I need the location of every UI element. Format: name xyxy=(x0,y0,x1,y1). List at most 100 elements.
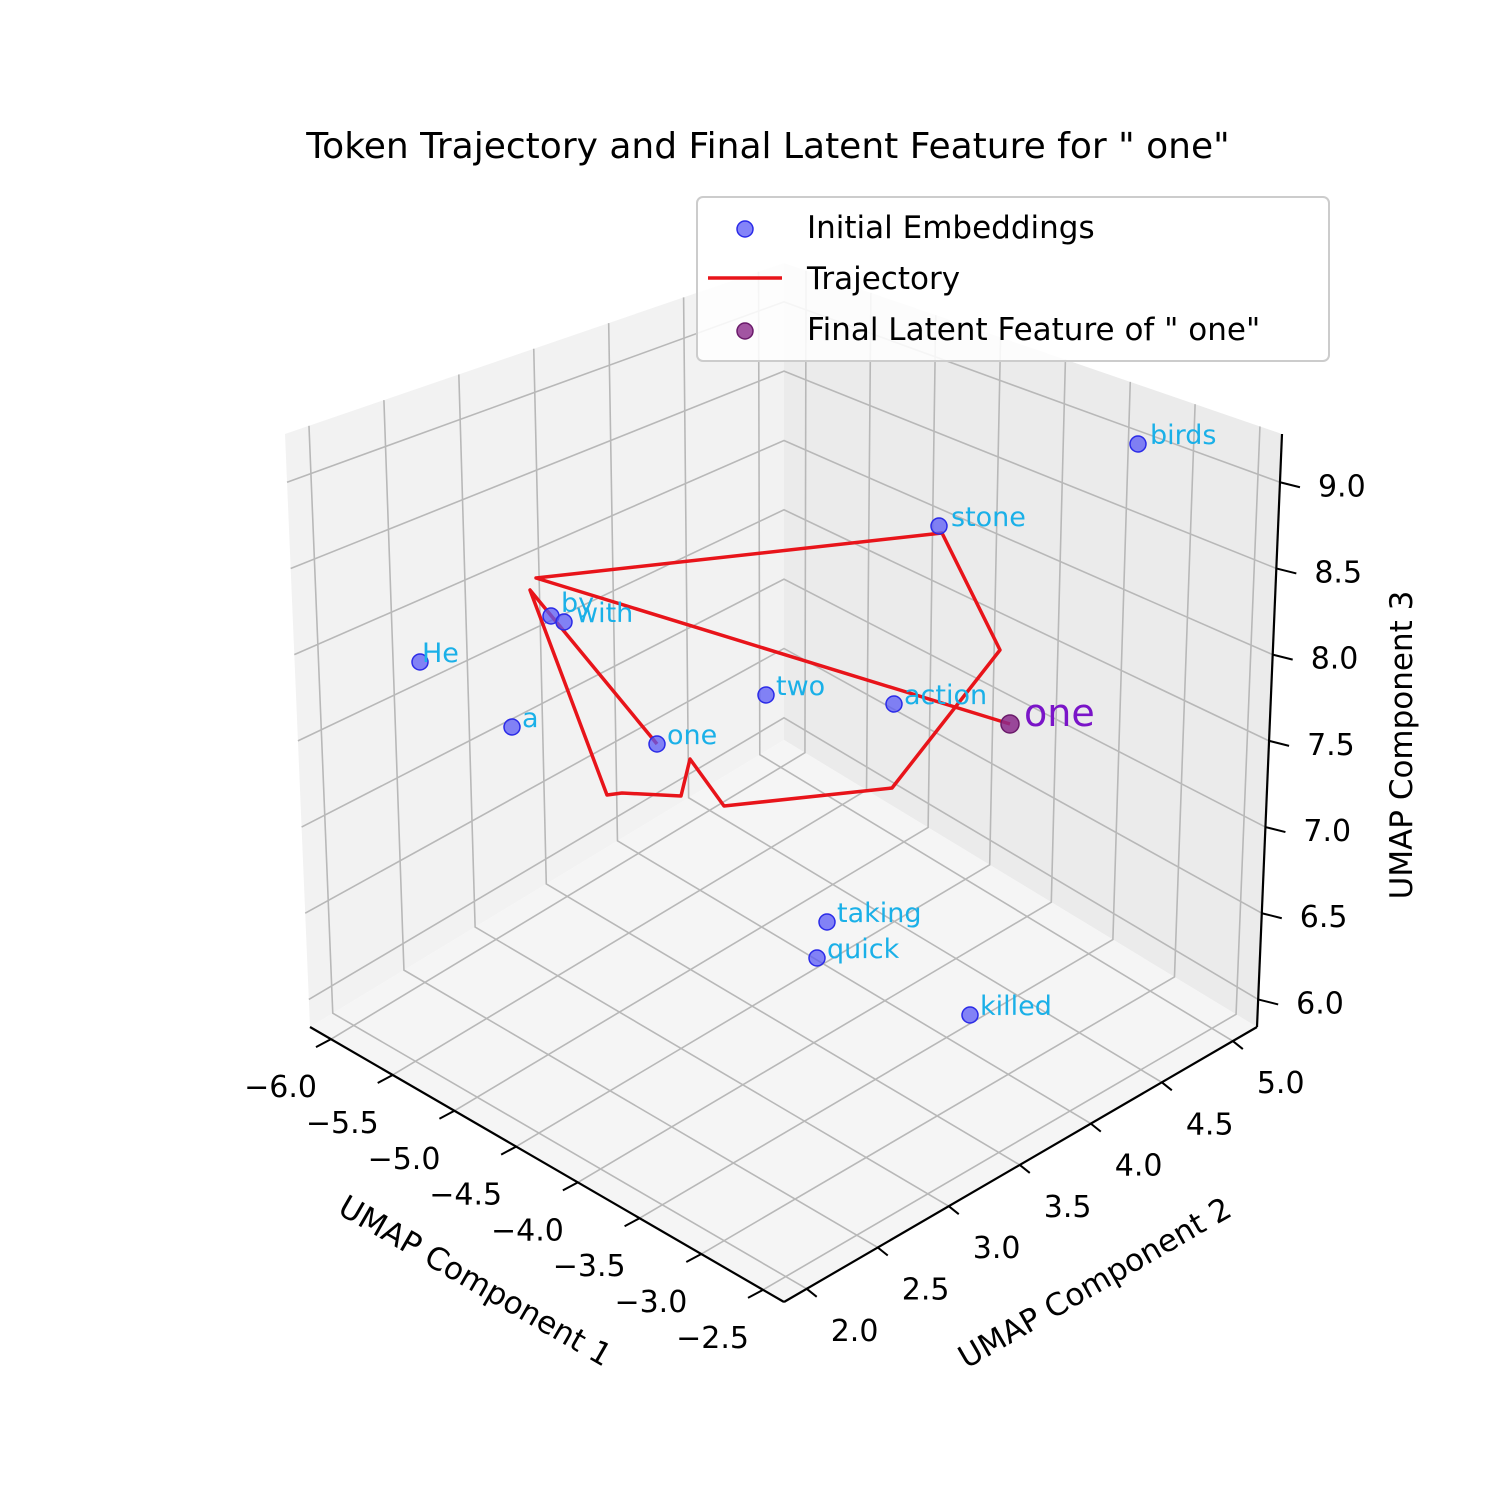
gridline-x xyxy=(577,359,1067,1184)
y-tick-label: 3.0 xyxy=(973,1231,1021,1266)
z-tick-label: 6.0 xyxy=(1296,986,1344,1021)
x-tick-label: −3.5 xyxy=(553,1249,626,1284)
x-tick-label: −4.5 xyxy=(429,1178,502,1213)
legend-frame xyxy=(696,196,1330,362)
z-tick-label: 7.0 xyxy=(1303,814,1351,849)
legend-label-initial: Initial Embeddings xyxy=(807,210,1095,246)
gridline-y xyxy=(383,400,879,1249)
x-tick xyxy=(562,1181,579,1192)
legend: Initial Embeddings Trajectory Final Late… xyxy=(696,196,1330,362)
y-tick-label: 4.0 xyxy=(1115,1149,1163,1184)
pane-floor xyxy=(310,740,1257,1302)
gridline-z xyxy=(308,716,1259,1001)
z-tick xyxy=(1265,826,1286,834)
gridline-y xyxy=(308,425,808,1290)
y-tick-label: 5.0 xyxy=(1257,1066,1305,1101)
gridline-x xyxy=(454,315,937,1112)
x-tick-label: −4.0 xyxy=(491,1213,564,1248)
embedding-point-two xyxy=(757,686,775,704)
gridline-z xyxy=(293,439,1274,656)
gridline-x xyxy=(700,404,1196,1255)
final-latent-label: one xyxy=(1024,691,1095,735)
z-tick-label: 7.5 xyxy=(1307,728,1355,763)
z-tick xyxy=(1268,739,1290,747)
gridline-z xyxy=(301,578,1266,828)
embedding-label-a: a xyxy=(522,703,539,734)
embedding-point-stone xyxy=(930,517,948,535)
gridline-y xyxy=(532,348,1021,1166)
trajectory-line xyxy=(528,531,1011,808)
x-tick-label: −2.5 xyxy=(676,1321,749,1356)
y-tick-label: 2.5 xyxy=(902,1272,950,1307)
gridline-z xyxy=(297,508,1270,742)
embedding-point-taking xyxy=(818,913,836,931)
y-tick-label: 3.5 xyxy=(1044,1190,1092,1225)
x-tick xyxy=(747,1288,764,1299)
gridline-x xyxy=(639,381,1132,1219)
x-tick xyxy=(315,1038,332,1049)
embedding-label-He: He xyxy=(422,638,459,669)
embedding-label-action: action xyxy=(904,680,987,711)
gridline-y xyxy=(458,374,950,1207)
z-tick xyxy=(1276,567,1297,575)
y-axis-label: UMAP Component 2 xyxy=(952,1191,1237,1377)
embedding-label-killed: killed xyxy=(980,991,1052,1022)
x-tick-label: −3.0 xyxy=(614,1285,687,1320)
z-axis-line xyxy=(1255,433,1284,1028)
y-tick xyxy=(1232,1040,1244,1050)
embedding-label-with: with xyxy=(576,598,633,629)
gridline-y xyxy=(757,271,1234,1042)
embedding-point-action xyxy=(885,695,903,713)
x-tick-label: −5.0 xyxy=(368,1142,441,1177)
z-tick-label: 8.5 xyxy=(1314,555,1362,590)
z-tick xyxy=(1272,653,1293,661)
x-axis-line xyxy=(309,1026,785,1303)
pane-right xyxy=(784,263,1282,1027)
z-tick-label: 9.0 xyxy=(1318,469,1366,504)
x-tick xyxy=(500,1145,517,1156)
embedding-label-two: two xyxy=(776,671,825,702)
legend-marker-final xyxy=(736,322,754,340)
z-tick-label: 8.0 xyxy=(1311,642,1359,677)
x-tick xyxy=(438,1109,455,1120)
gridline-y xyxy=(607,323,1092,1125)
y-tick xyxy=(1161,1081,1173,1092)
gridline-x xyxy=(330,270,807,1040)
axis-ticks: −6.0−5.5−5.0−4.5−4.0−3.5−3.0−2.5 2.0 2.5 3.… xyxy=(244,469,1366,1356)
embedding-label-birds: birds xyxy=(1150,420,1216,451)
embedding-point-with xyxy=(555,613,573,631)
z-tick xyxy=(1279,481,1301,489)
x-tick xyxy=(624,1217,641,1228)
embedding-point-killed xyxy=(961,1006,979,1024)
gridline-y xyxy=(682,297,1163,1084)
y-tick-label: 2.0 xyxy=(831,1314,879,1349)
final-latent-point xyxy=(1000,714,1020,734)
y-tick xyxy=(1090,1122,1102,1133)
y-tick xyxy=(1019,1164,1031,1174)
final-latent-series: one xyxy=(1000,691,1095,735)
gridline-z xyxy=(290,370,1277,570)
embedding-label-quick: quick xyxy=(827,934,900,965)
z-tick-label: 6.5 xyxy=(1300,900,1348,935)
embedding-label-taking: taking xyxy=(837,898,922,929)
y-tick-label: 4.5 xyxy=(1186,1107,1234,1142)
x-tick xyxy=(685,1253,702,1263)
legend-label-final: Final Latent Feature of " one" xyxy=(807,312,1260,348)
embedding-label-one: one xyxy=(667,720,717,751)
legend-label-trajectory: Trajectory xyxy=(806,261,960,297)
x-tick-label: −5.5 xyxy=(306,1106,379,1141)
y-tick xyxy=(948,1205,960,1215)
z-axis-label: UMAP Component 3 xyxy=(1384,591,1420,900)
embedding-point-a xyxy=(503,718,521,736)
y-tick xyxy=(877,1246,889,1257)
trajectory-series xyxy=(528,531,1011,808)
x-tick xyxy=(377,1074,394,1084)
gridline-x xyxy=(762,426,1261,1291)
embedding-point-birds xyxy=(1129,435,1147,453)
chart-title: Token Trajectory and Final Latent Featur… xyxy=(305,126,1229,167)
x-tick-label: −6.0 xyxy=(244,1070,317,1105)
legend-marker-initial xyxy=(736,220,754,238)
embedding-point-He xyxy=(411,653,429,671)
